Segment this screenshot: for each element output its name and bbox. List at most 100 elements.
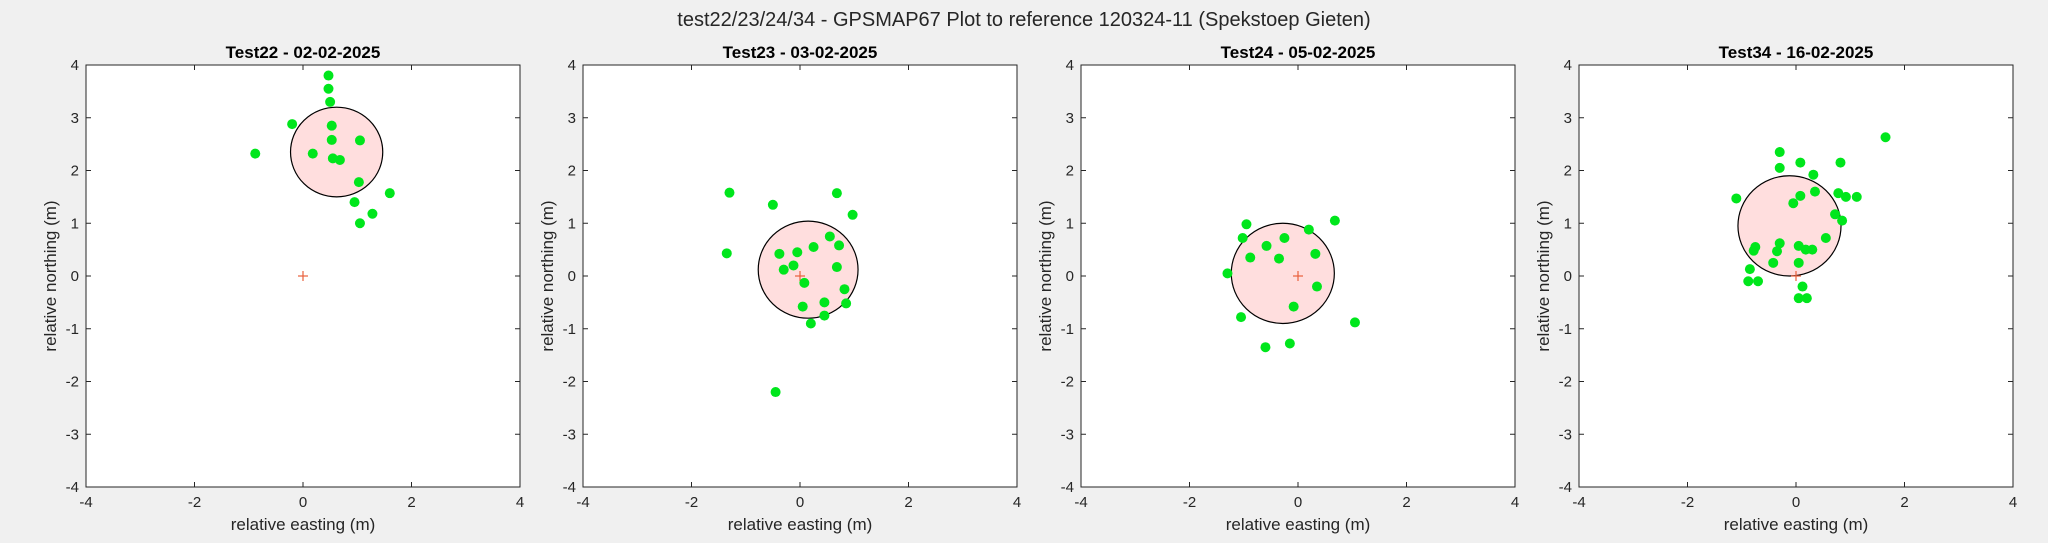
data-point [1753, 276, 1764, 287]
data-point [1310, 248, 1321, 259]
x-axis-label: relative easting (m) [1226, 515, 1371, 534]
y-tick-label: 4 [1564, 57, 1572, 74]
y-tick-label: -4 [1559, 479, 1572, 496]
figure-title: test22/23/24/34 - GPSMAP67 Plot to refer… [677, 9, 1370, 31]
y-axis-label: relative northing (m) [1036, 200, 1055, 351]
y-tick-label: -1 [1061, 321, 1074, 338]
y-tick-label: 4 [1066, 57, 1074, 74]
y-tick-label: -4 [1061, 479, 1074, 496]
x-tick-label: -4 [1572, 494, 1585, 511]
subplot-4: -4 -2 0 2 4 -4 -3 -2 -1 0 1 2 3 4 Test34 - 16-02-2025 r… [1534, 43, 2017, 534]
accuracy-circle [757, 220, 859, 319]
data-point [1835, 157, 1846, 168]
data-point [847, 209, 858, 220]
y-tick-label: 4 [568, 57, 576, 74]
y-tick-label: -1 [563, 321, 576, 338]
subplot-title: Test22 - 02-02-2025 [226, 43, 381, 62]
data-point [1245, 252, 1256, 263]
y-tick-label: 3 [1564, 110, 1572, 127]
data-point [1774, 147, 1785, 158]
data-point [1731, 193, 1742, 204]
data-point [1768, 257, 1779, 268]
data-point [250, 148, 261, 159]
x-tick-label: 4 [2009, 494, 2017, 511]
data-point [353, 177, 364, 188]
data-point [323, 83, 334, 94]
reference-marker [795, 271, 805, 281]
data-point [1808, 169, 1819, 180]
data-point [1237, 233, 1248, 244]
y-axis-label: relative northing (m) [41, 200, 60, 351]
data-point [1260, 342, 1271, 353]
data-point [824, 231, 835, 242]
y-tick-label: -3 [1559, 426, 1572, 443]
data-point [778, 264, 789, 275]
data-point [1222, 268, 1233, 279]
y-tick-label: -1 [66, 321, 79, 338]
y-axis-label: relative northing (m) [1534, 200, 1553, 351]
y-tick-label: -2 [563, 374, 576, 391]
accuracy-circle [289, 106, 384, 198]
y-tick-label: 1 [71, 215, 79, 232]
data-point [808, 241, 819, 252]
data-point [792, 247, 803, 258]
y-tick-label: -4 [66, 479, 79, 496]
data-point [770, 387, 781, 398]
data-point [1349, 317, 1360, 328]
y-tick-label: 3 [568, 110, 576, 127]
data-point [1241, 219, 1252, 230]
y-tick-label: 3 [71, 110, 79, 127]
y-tick-label: 1 [568, 215, 576, 232]
x-axis-label: relative easting (m) [1724, 515, 1869, 534]
data-point [1797, 281, 1808, 292]
data-point [1261, 240, 1272, 251]
data-point [1743, 276, 1754, 287]
x-tick-label: -4 [79, 494, 92, 511]
accuracy-circle [1737, 175, 1842, 277]
data-point [1795, 190, 1806, 201]
data-point [1279, 233, 1290, 244]
data-point [1880, 132, 1891, 143]
data-point [805, 318, 816, 329]
x-tick-label: 0 [299, 494, 307, 511]
x-tick-label: 2 [1402, 494, 1410, 511]
reference-marker [1293, 271, 1303, 281]
data-point [1795, 157, 1806, 168]
x-tick-label: 2 [1900, 494, 1908, 511]
y-tick-label: -2 [66, 374, 79, 391]
y-tick-label: -3 [1061, 426, 1074, 443]
data-point [1851, 191, 1862, 202]
data-point [1793, 257, 1804, 268]
y-tick-label: 0 [1066, 268, 1074, 285]
data-point [1830, 209, 1841, 220]
x-tick-label: 2 [904, 494, 912, 511]
y-tick-label: 1 [1564, 215, 1572, 232]
y-axis-label: relative northing (m) [538, 200, 557, 351]
x-tick-label: -2 [188, 494, 201, 511]
data-point [1236, 312, 1247, 323]
data-point [287, 119, 298, 130]
data-point [831, 262, 842, 273]
data-point [841, 298, 852, 309]
data-point [1772, 246, 1783, 257]
data-point [1274, 253, 1285, 264]
data-point [1311, 281, 1322, 292]
subplot-1: -4 -2 0 2 4 -4 -3 -2 -1 0 1 2 3 4 Test22 - 02-02-2025 r… [41, 43, 524, 534]
y-tick-label: -2 [1559, 374, 1572, 391]
data-point [354, 218, 365, 229]
data-point [1788, 198, 1799, 209]
data-point [834, 240, 845, 251]
y-tick-label: 2 [568, 163, 576, 180]
y-tick-label: 0 [1564, 268, 1572, 285]
subplot-panels: -4 -2 0 2 4 -4 -3 -2 -1 0 1 2 3 4 Test22 - 02-02-2025 r… [41, 43, 2017, 534]
data-point [325, 96, 336, 107]
data-point [334, 154, 345, 165]
data-point [307, 148, 318, 159]
x-tick-label: -4 [1074, 494, 1087, 511]
data-point [819, 297, 830, 308]
y-tick-label: 2 [1066, 163, 1074, 180]
data-point [1748, 245, 1759, 256]
x-tick-label: -2 [685, 494, 698, 511]
x-axis-label: relative easting (m) [728, 515, 873, 534]
